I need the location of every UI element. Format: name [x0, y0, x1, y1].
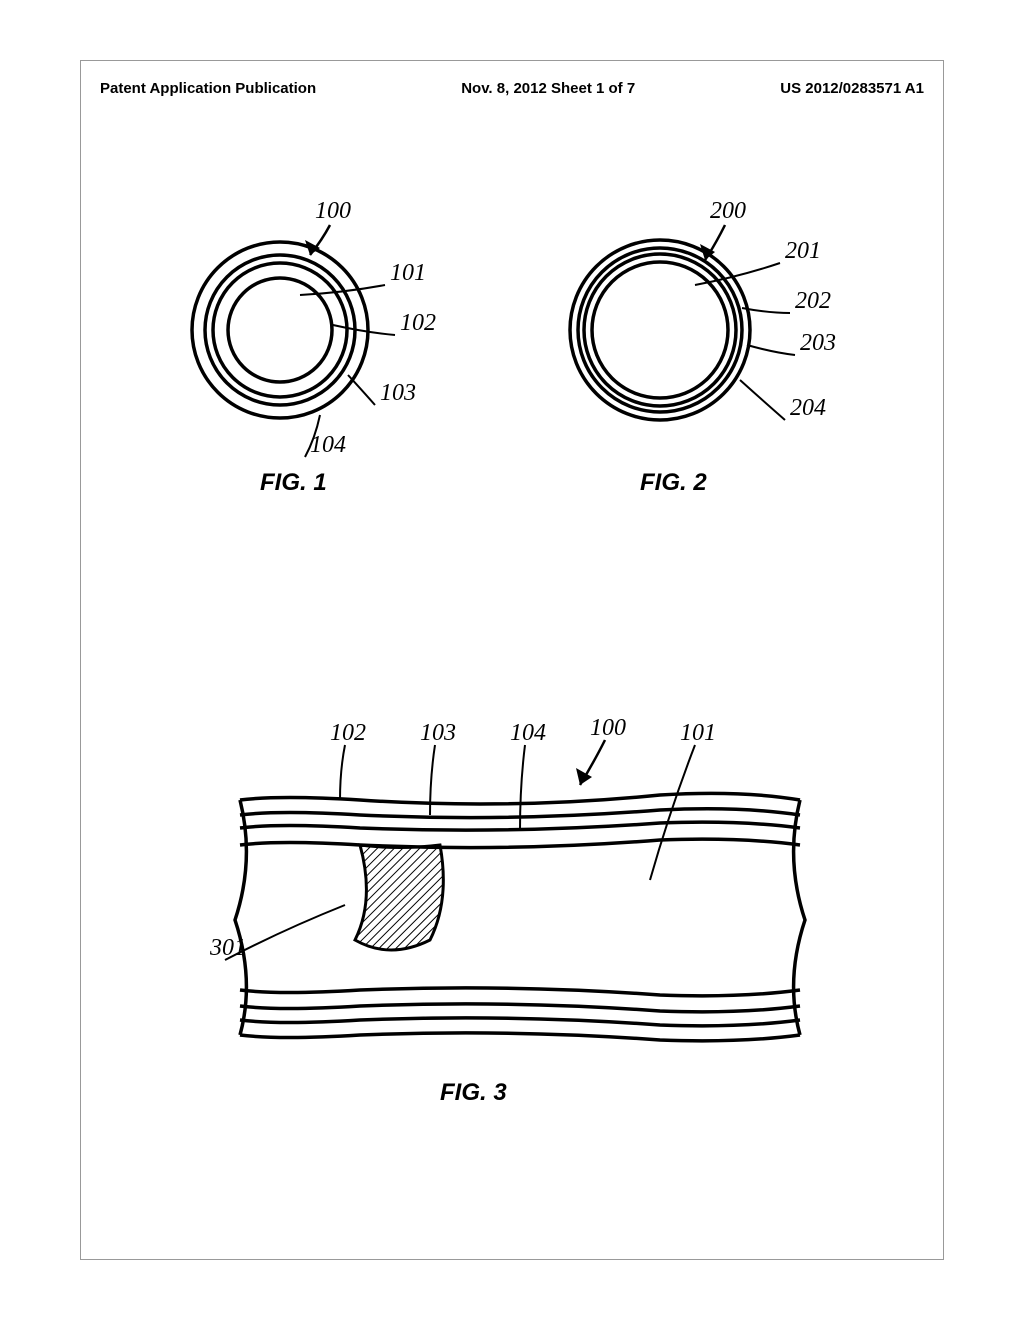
figure-3: 100 102 103 104 101 301 FIG. 3 [160, 700, 860, 1130]
fig3-caption: FIG. 3 [440, 1079, 507, 1106]
fig1-ref-101: 101 [390, 260, 426, 286]
fig2-ref-202: 202 [795, 288, 831, 314]
fig3-ref-104: 104 [510, 720, 546, 746]
fig3-ref-101: 101 [680, 720, 716, 746]
fig1-caption: FIG. 1 [260, 469, 327, 496]
fig2-ref-203: 203 [800, 330, 836, 356]
fig1-ref-100: 100 [315, 200, 351, 224]
figure-2: 200 201 202 203 204 FIG. 2 [530, 200, 890, 520]
header-center: Nov. 8, 2012 Sheet 1 of 7 [461, 80, 635, 97]
header-right: US 2012/0283571 A1 [780, 80, 924, 97]
fig2-ref-204: 204 [790, 395, 826, 421]
fig1-ref-102: 102 [400, 310, 436, 336]
header-left: Patent Application Publication [100, 80, 316, 97]
figure-1: 100 101 102 103 104 FIG. 1 [160, 200, 500, 520]
fig2-ref-201: 201 [785, 238, 821, 264]
fig3-ref-301: 301 [209, 935, 246, 961]
fig2-ref-200: 200 [710, 200, 746, 224]
page-header: Patent Application Publication Nov. 8, 2… [100, 80, 924, 97]
fig3-ref-103: 103 [420, 720, 456, 746]
fig2-caption: FIG. 2 [640, 469, 707, 496]
fig1-ref-103: 103 [380, 380, 416, 406]
fig1-ref-104: 104 [310, 432, 346, 458]
fig3-ref-102: 102 [330, 720, 366, 746]
fig3-ref-100: 100 [590, 715, 626, 741]
